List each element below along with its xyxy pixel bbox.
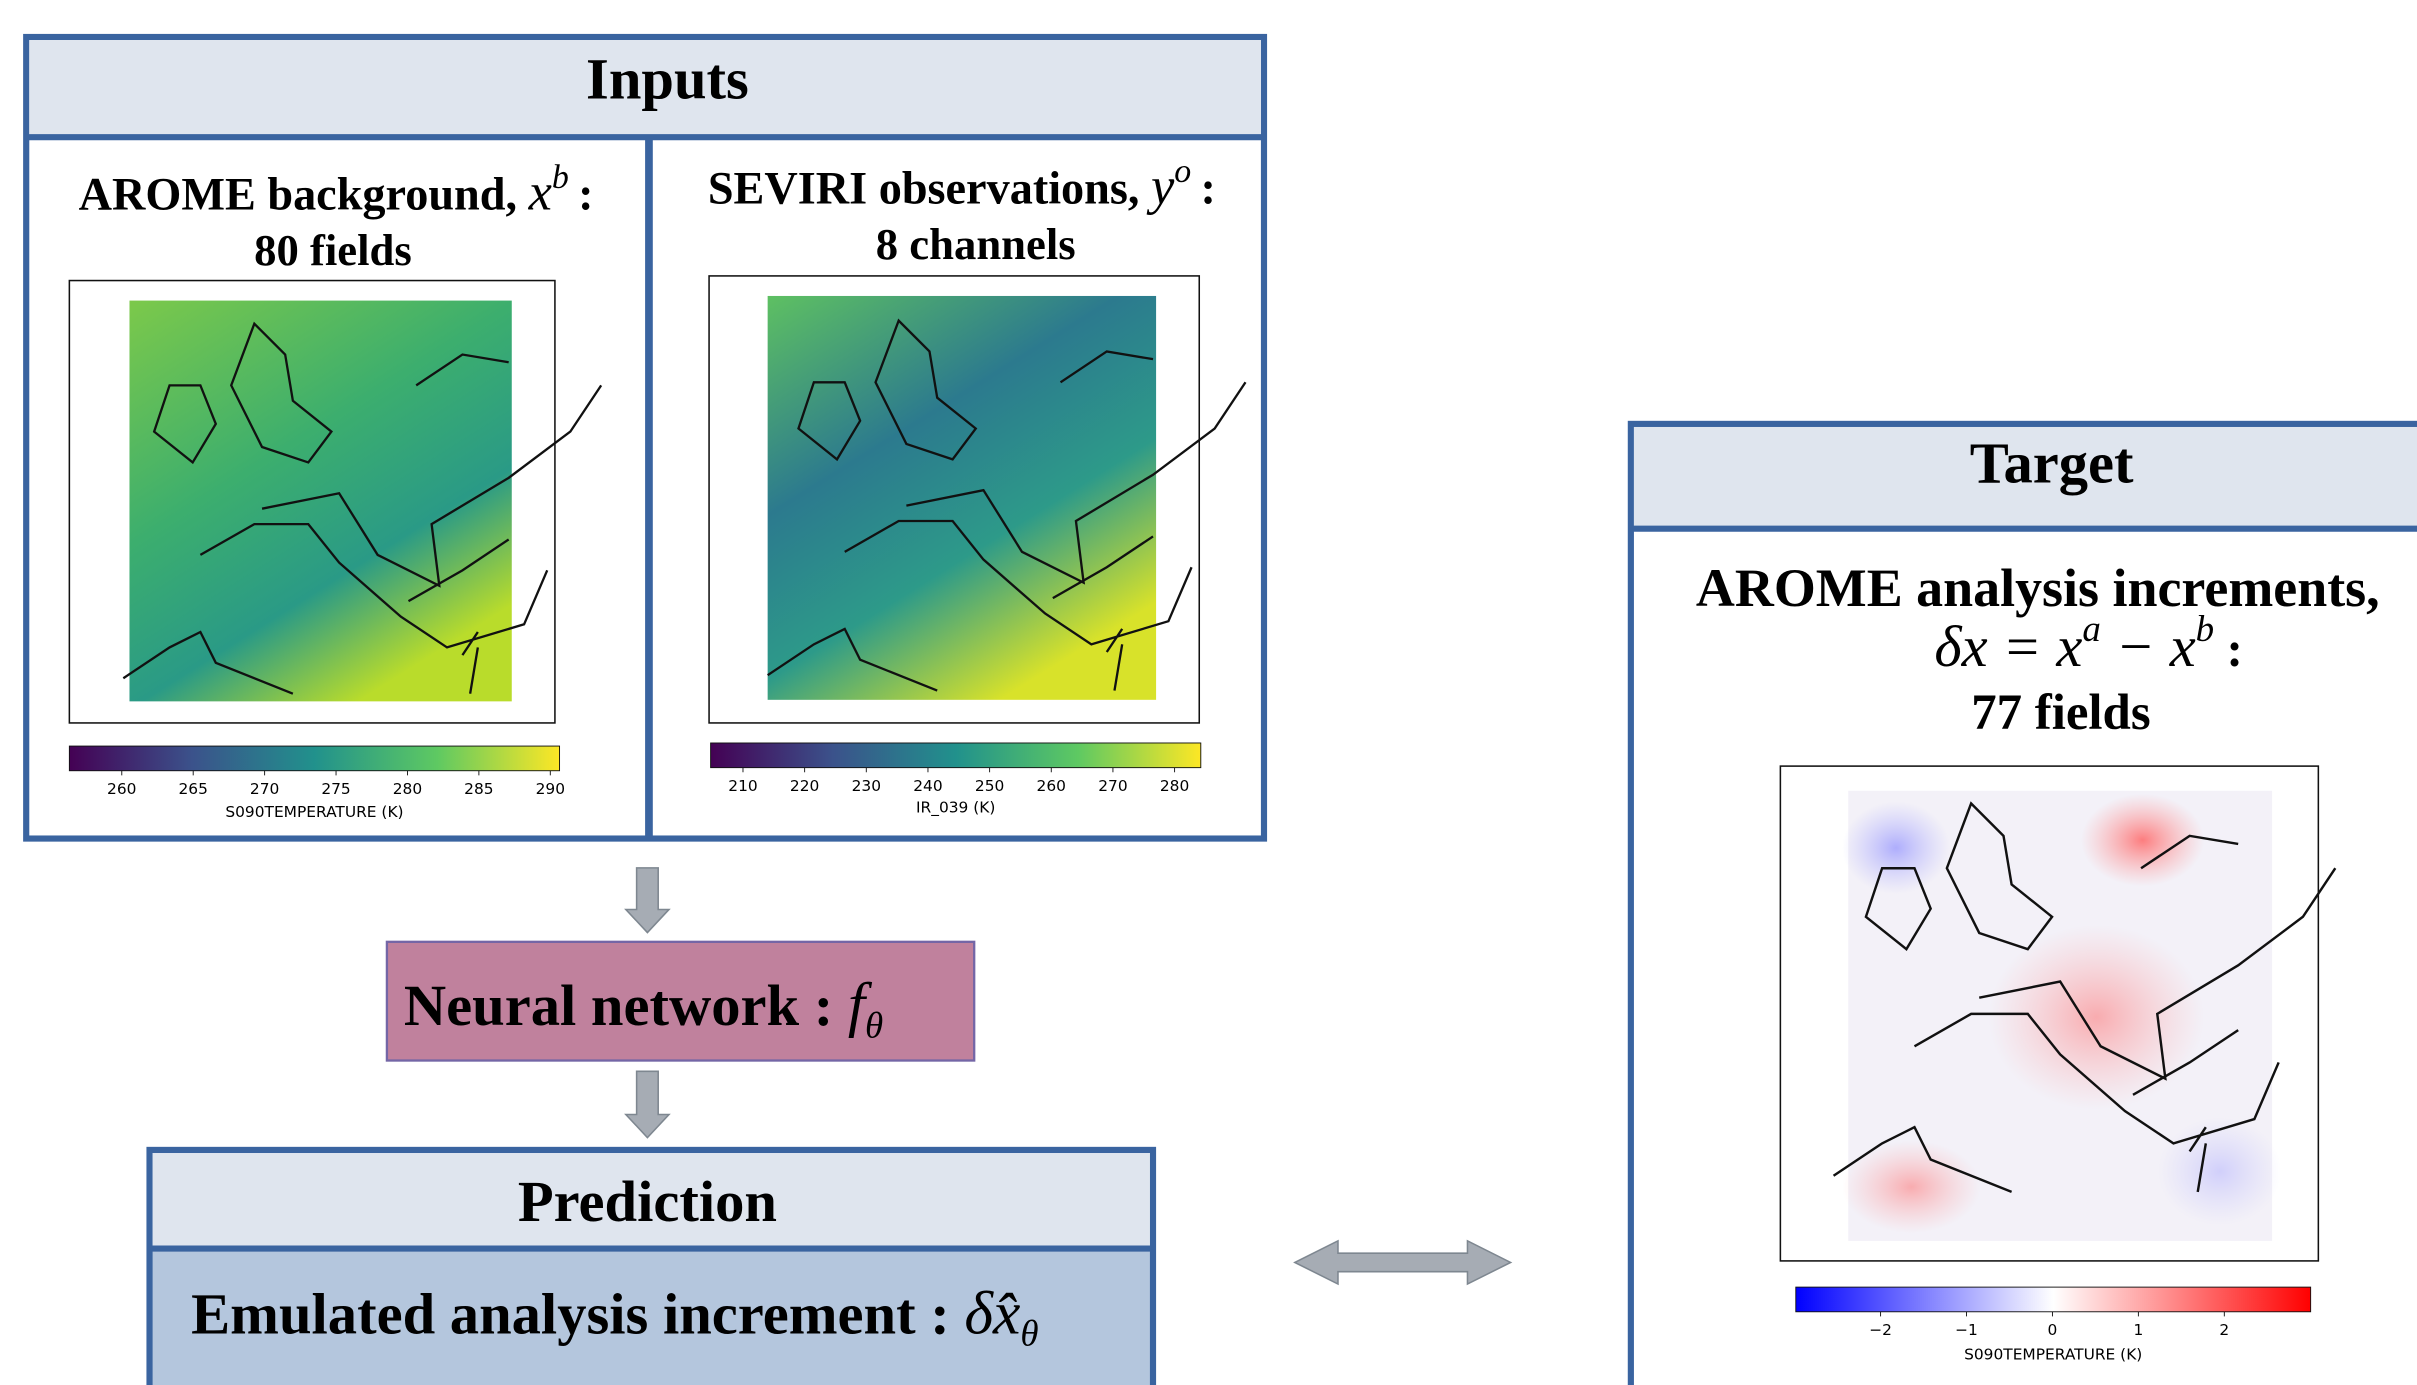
inputs-title: Inputs [586, 47, 749, 112]
tick-label: 275 [321, 780, 350, 798]
target-heading: AROME analysis increments, [1696, 558, 2380, 618]
map-blob [1842, 802, 1950, 894]
tick-label: 210 [728, 777, 757, 795]
map-blob [1842, 1141, 1981, 1233]
tick-label: 2 [2219, 1321, 2229, 1339]
prediction-title: Prediction [518, 1169, 777, 1234]
eq-sup: b [2196, 609, 2215, 650]
target-subheading: 77 fields [1971, 685, 2150, 741]
suffix: : [1200, 163, 1215, 214]
tick-label: −2 [1869, 1321, 1892, 1339]
arrow-down [626, 868, 669, 933]
colorbar-label: S090TEMPERATURE (K) [1964, 1346, 2142, 1364]
colorbar [1796, 1287, 2311, 1312]
superscript: b [552, 159, 569, 196]
tick-label: 270 [1098, 777, 1127, 795]
symbol: y [1146, 157, 1175, 215]
heading-text: SEVIRI observations, [708, 163, 1151, 214]
target-title: Target [1970, 430, 2134, 495]
heading-text: AROME background, [79, 170, 529, 221]
label-text: Neural network : [404, 973, 848, 1038]
eq-middle: − x [2101, 614, 2196, 679]
tick-label: 285 [464, 780, 493, 798]
panel-subheading: 8 channels [876, 219, 1076, 269]
tick-label: 240 [913, 777, 942, 795]
tick-label: 280 [393, 780, 422, 798]
subscript: θ [865, 1005, 883, 1046]
map-blob [2158, 1118, 2281, 1226]
map-blob [1988, 925, 2204, 1110]
label-text: Emulated analysis increment : [191, 1281, 964, 1346]
map-blob [2081, 794, 2204, 886]
tick-label: −1 [1955, 1321, 1978, 1339]
panel-subheading: 80 fields [254, 225, 412, 275]
colorbar-label: S090TEMPERATURE (K) [225, 803, 403, 821]
arrow-down [626, 1071, 669, 1137]
tick-label: 265 [178, 780, 207, 798]
colorbar [69, 746, 559, 771]
tick-label: 0 [2048, 1321, 2058, 1339]
symbol: δx̂ [964, 1279, 1020, 1347]
eq-sup: a [2082, 609, 2101, 650]
subscript: θ [1020, 1314, 1038, 1355]
double-arrow [1295, 1241, 1511, 1284]
tick-label: 260 [1037, 777, 1066, 795]
colorbar-label: IR_039 (K) [916, 798, 995, 817]
diagram: Inputs AROME background, xb: 80 fields 2… [0, 0, 2417, 1385]
tick-label: 220 [790, 777, 819, 795]
colorbar [711, 743, 1201, 768]
tick-label: 230 [852, 777, 881, 795]
tick-label: 260 [107, 780, 136, 798]
tick-label: 1 [2133, 1321, 2143, 1339]
eq-suffix: : [2214, 622, 2243, 677]
tick-label: 290 [536, 780, 565, 798]
superscript: o [1174, 153, 1191, 190]
tick-label: 250 [975, 777, 1004, 795]
eq-left: δx = x [1934, 614, 2082, 679]
suffix: : [578, 170, 593, 221]
symbol: x [528, 164, 552, 222]
network-label: Neural network : fθ [404, 971, 883, 1046]
tick-label: 270 [250, 780, 279, 798]
tick-label: 280 [1160, 777, 1189, 795]
prediction-label: Emulated analysis increment : δx̂θ [191, 1279, 1038, 1354]
